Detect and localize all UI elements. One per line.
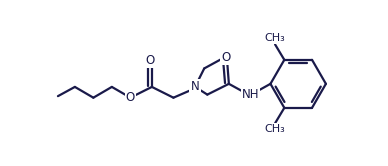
Text: O: O: [126, 91, 135, 104]
Text: O: O: [146, 54, 155, 67]
Text: NH: NH: [242, 88, 259, 101]
Text: CH₃: CH₃: [264, 124, 285, 134]
Text: N: N: [191, 80, 199, 93]
Text: CH₃: CH₃: [264, 33, 285, 43]
Text: O: O: [221, 51, 230, 64]
